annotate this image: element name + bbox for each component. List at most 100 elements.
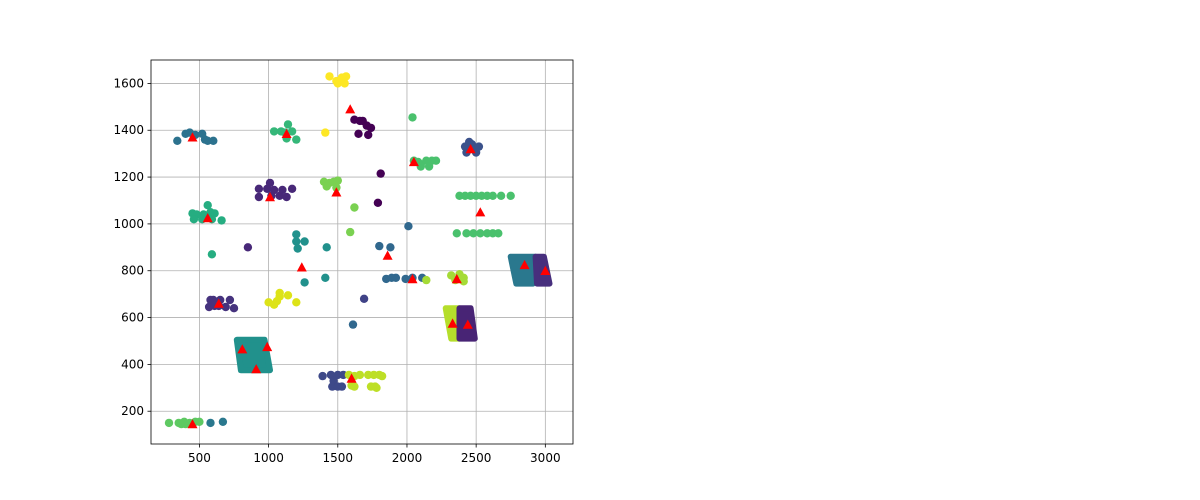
scatter-point (462, 229, 471, 238)
y-tick-label: 1000 (113, 217, 144, 231)
scatter-point (209, 136, 218, 145)
scatter-point (476, 229, 485, 238)
scatter-point (364, 130, 373, 140)
scatter-point (431, 156, 441, 165)
scatter-point (401, 274, 410, 284)
scatter-point (318, 371, 327, 381)
triangle-marker (447, 318, 458, 328)
y-tick-label: 600 (121, 311, 144, 325)
scatter-point (275, 191, 284, 200)
triangle-marker (382, 250, 393, 260)
triangle-marker (407, 273, 418, 284)
triangle-marker (475, 207, 486, 217)
scatter-point (195, 417, 204, 426)
scatter-points (164, 72, 515, 429)
scatter-point (506, 191, 515, 200)
scatter-point (386, 243, 395, 252)
x-tick-label: 1000 (253, 451, 284, 465)
scatter-point (229, 304, 239, 313)
scatter-point (375, 241, 384, 251)
scatter-point (359, 294, 369, 303)
plot-frame (150, 59, 574, 445)
triangle-marker (187, 419, 198, 429)
scatter-point (355, 370, 365, 380)
scatter-point (292, 230, 301, 239)
x-tick-label: 1500 (323, 451, 354, 465)
scatter-point (218, 417, 228, 426)
triangle-marker (465, 144, 476, 154)
triangle-marker (251, 364, 262, 374)
scatter-point (206, 418, 215, 428)
y-tick-label: 400 (121, 357, 144, 371)
triangle-marker (345, 104, 356, 114)
scatter-point (321, 128, 330, 137)
y-tick-label: 800 (121, 264, 144, 278)
scatter-point (494, 229, 503, 238)
scatter-point (424, 162, 434, 171)
scatter-point (469, 229, 478, 238)
scatter-point (391, 273, 401, 282)
scatter-point (287, 184, 297, 193)
triangle-marker (331, 187, 342, 197)
scatter-point (225, 295, 235, 305)
scatter-point (404, 222, 413, 231)
scatter-point (254, 192, 264, 202)
scatter-point (348, 320, 358, 329)
scatter-point (341, 72, 351, 81)
scatter-point (292, 135, 301, 144)
triangle-marker (187, 132, 198, 142)
scatter-point (377, 371, 387, 381)
scatter-point (416, 162, 425, 171)
scatter-point (269, 127, 279, 136)
scatter-point (333, 79, 342, 88)
y-tick-label: 1600 (113, 76, 144, 90)
scatter-point (376, 169, 385, 178)
scatter-point (287, 127, 297, 136)
scatter-point (189, 215, 199, 224)
triangle-marker (281, 128, 292, 138)
scatter-point (354, 129, 363, 138)
y-tick-label: 200 (121, 404, 144, 418)
y-tick-label: 1200 (113, 170, 144, 184)
scatter-point (340, 79, 349, 88)
scatter-point (408, 113, 417, 122)
scatter-point (207, 250, 217, 259)
triangle-marker (540, 265, 551, 275)
scatter-point (422, 275, 431, 285)
scatter-point (292, 298, 301, 307)
x-tick-label: 500 (188, 451, 211, 465)
scatter-point (350, 382, 359, 391)
scatter-point (275, 288, 284, 298)
scatter-point (203, 201, 212, 210)
scatter-point (173, 136, 182, 145)
scatter-point (452, 229, 461, 238)
scatter-point (283, 120, 293, 129)
triangle-marker (202, 213, 213, 223)
triangle-marker (237, 344, 248, 354)
triangle-marker (462, 319, 473, 329)
scatter-point (164, 418, 174, 428)
scatter-point (269, 300, 279, 309)
scatter-point (459, 277, 468, 286)
triangle-marker (296, 262, 307, 272)
scatter-point (293, 244, 302, 253)
scatter-point (373, 198, 383, 207)
x-tick-label: 2000 (392, 451, 423, 465)
dense-cluster-region (507, 253, 539, 287)
x-tick-label: 2500 (461, 451, 492, 465)
triangle-marker (265, 192, 275, 202)
scatter-point (243, 243, 253, 252)
scatter-point (333, 176, 342, 185)
scatter-point (325, 72, 334, 81)
dense-cluster-region (233, 336, 273, 374)
scatter-point (322, 182, 331, 191)
scatter-point (282, 192, 291, 202)
triangle-marker (519, 259, 530, 270)
scatter-point (488, 191, 497, 200)
scatter-point (322, 243, 331, 252)
scatter-point (300, 237, 309, 246)
axis-ticks: 500 1000 1500 2000 2500 3000 200 400 600 800 1000 1… (113, 76, 560, 465)
y-tick-label: 1400 (113, 123, 144, 137)
triangle-marker (451, 273, 462, 284)
